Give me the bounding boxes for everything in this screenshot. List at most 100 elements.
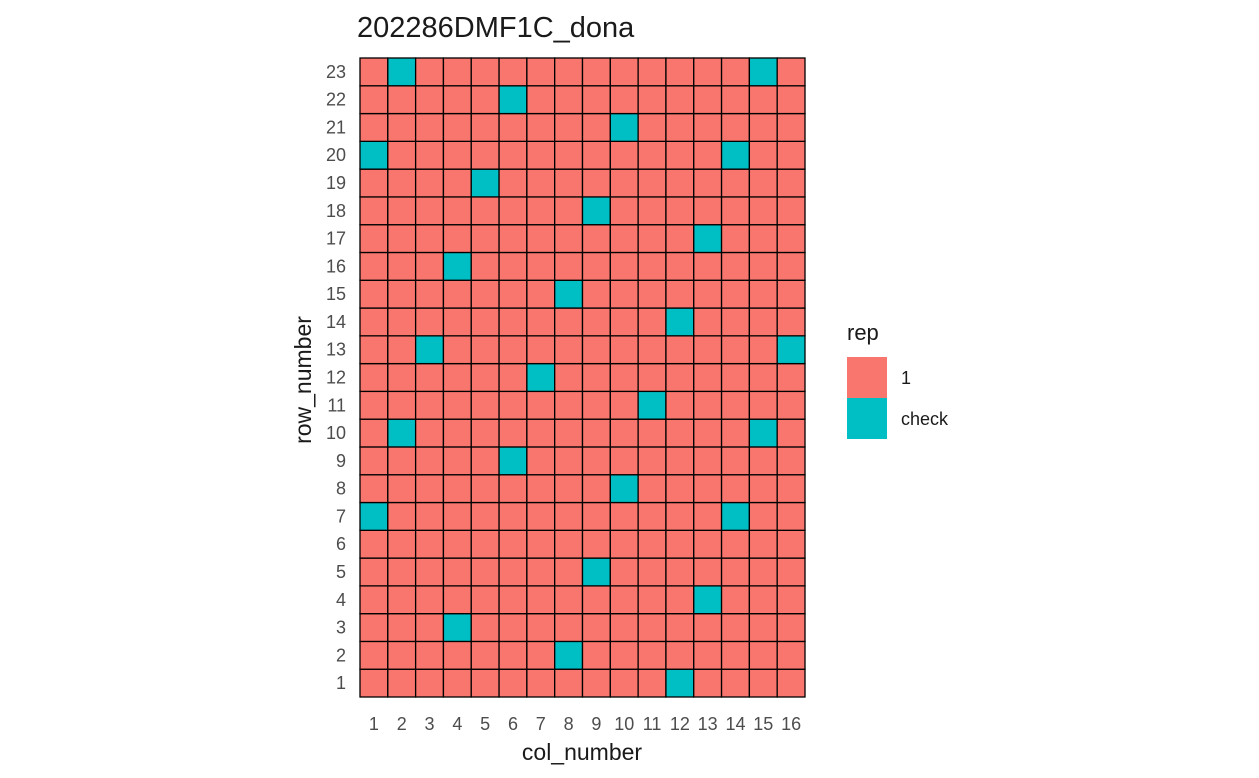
heatmap-cell xyxy=(498,474,528,504)
heatmap-cell xyxy=(498,307,528,337)
heatmap-cell xyxy=(720,168,751,198)
legend-label: 1 xyxy=(901,368,911,388)
heatmap-cell xyxy=(748,557,778,587)
heatmap-cell xyxy=(693,140,723,170)
heatmap-cell xyxy=(387,335,417,365)
heatmap-cell xyxy=(776,57,806,87)
heatmap-cell xyxy=(609,85,639,115)
x-tick-label: 3 xyxy=(425,714,435,734)
y-tick-label: 9 xyxy=(336,451,346,471)
heatmap-cell xyxy=(665,640,695,670)
heatmap-cell xyxy=(526,196,556,226)
heatmap-cell xyxy=(387,474,417,504)
heatmap-cell xyxy=(387,112,417,142)
heatmap-cell xyxy=(776,585,806,615)
heatmap-cell xyxy=(470,224,500,254)
heatmap-cell xyxy=(470,446,500,476)
heatmap-cell xyxy=(776,640,806,670)
heatmap-cell xyxy=(581,335,611,365)
legend-title: rep xyxy=(847,320,879,345)
heatmap-cell xyxy=(526,251,556,281)
heatmap-cell xyxy=(359,585,389,615)
heatmap-cell xyxy=(637,335,667,365)
heatmap-cell xyxy=(554,501,584,531)
heatmap-cell xyxy=(359,390,389,420)
heatmap-cell-check xyxy=(498,85,528,115)
heatmap-cell xyxy=(498,279,528,309)
heatmap-cell xyxy=(748,168,778,198)
heatmap-cell xyxy=(414,57,445,87)
heatmap-cell xyxy=(387,501,417,531)
heatmap-cell xyxy=(665,446,695,476)
x-tick-label: 7 xyxy=(536,714,546,734)
heatmap-cell xyxy=(442,446,472,476)
heatmap-cell xyxy=(359,640,389,670)
heatmap-cell xyxy=(554,168,584,198)
heatmap-cell xyxy=(720,474,751,504)
heatmap-cell xyxy=(470,335,500,365)
heatmap-cell xyxy=(442,557,472,587)
y-tick-label: 1 xyxy=(336,673,346,693)
heatmap-cell xyxy=(720,57,751,87)
heatmap-cell xyxy=(554,362,584,393)
heatmap-cell xyxy=(414,168,445,198)
heatmap-cell-check xyxy=(554,640,584,670)
y-tick-label: 17 xyxy=(326,229,346,249)
heatmap-cell xyxy=(720,335,751,365)
y-tick-label: 23 xyxy=(326,62,346,82)
heatmap-cell xyxy=(442,585,472,615)
heatmap-cell xyxy=(748,501,778,531)
y-tick-label: 8 xyxy=(336,479,346,499)
y-axis-title: row_number xyxy=(290,316,316,444)
heatmap-cell xyxy=(387,362,417,393)
heatmap-cell xyxy=(581,668,611,698)
heatmap-cell xyxy=(609,640,639,670)
heatmap-cell xyxy=(554,140,584,170)
heatmap-cell xyxy=(442,501,472,531)
heatmap-cell xyxy=(609,140,639,170)
y-tick-label: 12 xyxy=(326,368,346,388)
heatmap-cell xyxy=(609,529,639,559)
x-tick-label: 14 xyxy=(725,714,745,734)
heatmap-cell xyxy=(720,251,751,281)
heatmap-cell xyxy=(776,668,806,698)
heatmap-cell xyxy=(470,140,500,170)
heatmap-cell xyxy=(693,196,723,226)
heatmap-cell xyxy=(414,112,445,142)
heatmap-cell xyxy=(776,446,806,476)
heatmap-cell xyxy=(387,168,417,198)
heatmap-cell xyxy=(442,474,472,504)
heatmap-cell xyxy=(776,613,806,643)
legend-key xyxy=(847,398,887,439)
heatmap-cell xyxy=(498,557,528,587)
heatmap-cell xyxy=(776,418,806,448)
heatmap-cell xyxy=(387,279,417,309)
heatmap-cell xyxy=(414,85,445,115)
heatmap-cell xyxy=(776,557,806,587)
heatmap-cell xyxy=(470,57,500,87)
heatmap-cell xyxy=(748,335,778,365)
heatmap-cell xyxy=(609,224,639,254)
heatmap-cell-check xyxy=(581,557,611,587)
heatmap-cell xyxy=(359,668,389,698)
y-tick-label: 3 xyxy=(336,618,346,638)
heatmap-cell xyxy=(414,140,445,170)
heatmap-cell xyxy=(720,279,751,309)
heatmap-cell xyxy=(693,557,723,587)
heatmap-cell xyxy=(776,279,806,309)
heatmap-cell xyxy=(359,112,389,142)
heatmap-cell xyxy=(637,224,667,254)
heatmap-cell xyxy=(748,585,778,615)
heatmap-cell xyxy=(720,557,751,587)
heatmap-cell xyxy=(665,613,695,643)
heatmap-cell xyxy=(693,529,723,559)
heatmap-cell xyxy=(470,362,500,393)
heatmap-cell xyxy=(748,140,778,170)
heatmap-cell xyxy=(637,585,667,615)
x-tick-label: 16 xyxy=(781,714,801,734)
heatmap-cell xyxy=(720,362,751,393)
heatmap-cell xyxy=(554,251,584,281)
heatmap-cell xyxy=(665,57,695,87)
heatmap-cell xyxy=(665,224,695,254)
heatmap-cell xyxy=(470,668,500,698)
